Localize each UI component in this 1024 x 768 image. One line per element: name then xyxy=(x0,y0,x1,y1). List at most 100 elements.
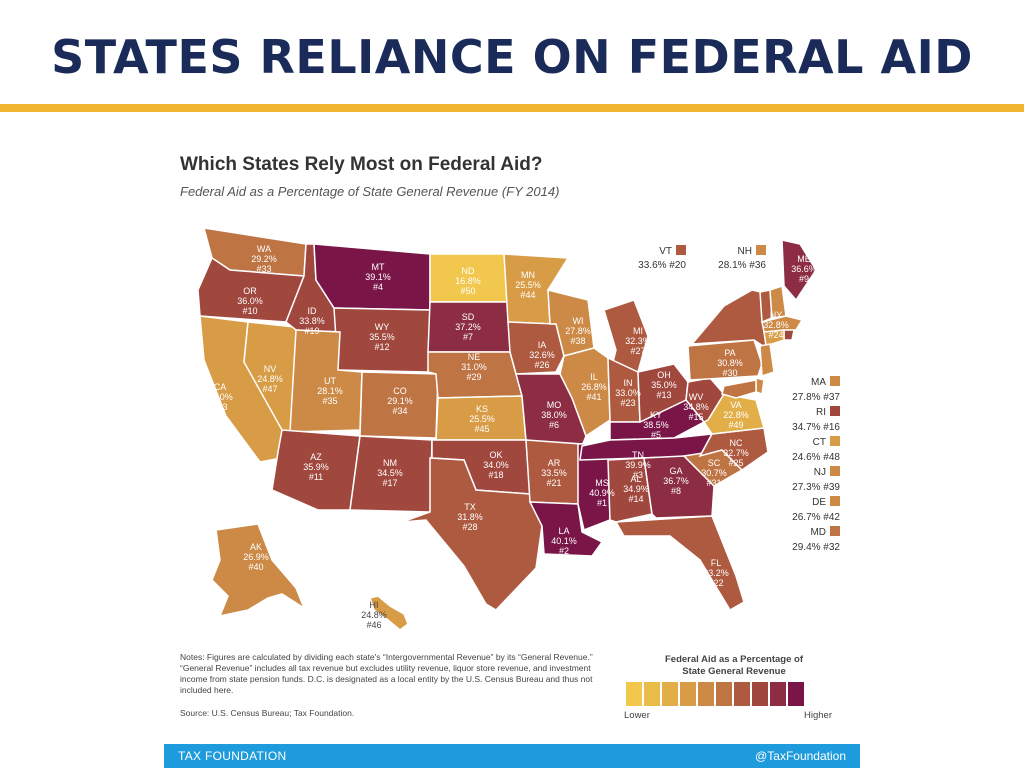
footer-bar: TAX FOUNDATION @TaxFoundation xyxy=(164,744,860,768)
state-label-in-abbr: IN xyxy=(624,378,633,388)
state-label-wa-rank: #33 xyxy=(256,264,271,274)
state-label-mi-value: 32.3% xyxy=(625,336,651,346)
state-label-nm-abbr: NM xyxy=(383,458,397,468)
map-infographic: WA 29.2% #33 OR 36.0% #10 CA 26.0% #43 NV 24.8% #47… xyxy=(164,140,860,740)
state-label-me-abbr: ME xyxy=(797,254,811,264)
state-label-co-rank: #34 xyxy=(392,406,407,416)
callout-ri: RI 34.7% #16 xyxy=(792,406,840,433)
state-label-pa-abbr: PA xyxy=(724,348,735,358)
legend-title-line-2: State General Revenue xyxy=(682,666,786,677)
state-label-la-rank: #2 xyxy=(559,546,569,556)
callout-ma-swatch xyxy=(830,376,840,386)
state-label-ok-abbr: OK xyxy=(489,450,502,460)
state-fl xyxy=(614,515,745,612)
state-label-mn-rank: #44 xyxy=(520,290,535,300)
footer-handle[interactable]: @TaxFoundation xyxy=(755,749,846,763)
state-label-va-rank: #49 xyxy=(728,420,743,430)
callout-vt: VT 33.6% #20 xyxy=(638,245,686,271)
state-label-id-abbr: ID xyxy=(308,306,318,316)
callout-nh-swatch xyxy=(756,245,766,255)
state-label-tx-abbr: TX xyxy=(464,502,476,512)
state-label-ia-value: 32.6% xyxy=(529,350,555,360)
state-label-oh-rank: #13 xyxy=(656,390,671,400)
state-label-ca-value: 26.0% xyxy=(207,392,233,402)
state-label-id-value: 33.8% xyxy=(299,316,325,326)
state-label-mt-rank: #4 xyxy=(373,282,383,292)
state-label-ut-abbr: UT xyxy=(324,376,336,386)
callout-nj-value: 27.3% #39 xyxy=(792,482,840,493)
legend-swatch-5 xyxy=(698,682,714,706)
state-label-az-value: 35.9% xyxy=(303,462,329,472)
state-label-la-abbr: LA xyxy=(558,526,569,536)
state-label-tn-value: 39.9% xyxy=(625,460,651,470)
state-label-nc-value: 32.7% xyxy=(723,448,749,458)
state-label-sc-rank: #31 xyxy=(706,478,721,488)
state-label-ne-rank: #29 xyxy=(466,372,481,382)
state-label-me-rank: #9 xyxy=(799,274,809,284)
state-label-ms-abbr: MS xyxy=(595,478,609,488)
callout-ri-swatch xyxy=(830,406,840,416)
callout-nh-value: 28.1% #36 xyxy=(718,260,766,271)
state-label-ar-rank: #21 xyxy=(546,478,561,488)
state-label-mi-abbr: MI xyxy=(633,326,643,336)
state-label-mo-value: 38.0% xyxy=(541,410,567,420)
state-label-wy-rank: #12 xyxy=(374,342,389,352)
state-ak xyxy=(211,523,306,618)
legend-swatch-10 xyxy=(788,682,804,706)
state-label-ok-value: 34.0% xyxy=(483,460,509,470)
state-label-wi-value: 27.8% xyxy=(565,326,591,336)
legend-swatch-6 xyxy=(716,682,732,706)
state-label-nc-rank: #25 xyxy=(728,458,743,468)
state-label-ny-rank: #24 xyxy=(768,330,783,340)
title-divider xyxy=(0,104,1024,112)
callout-ct-swatch xyxy=(830,436,840,446)
state-label-mn-value: 25.5% xyxy=(515,280,541,290)
state-label-nm-rank: #17 xyxy=(382,478,397,488)
state-label-in-value: 33.0% xyxy=(615,388,641,398)
state-label-hi-value: 24.8% xyxy=(361,610,387,620)
state-label-ga-abbr: GA xyxy=(669,466,682,476)
state-tx xyxy=(401,457,543,611)
state-me xyxy=(781,239,817,302)
state-label-tx-rank: #28 xyxy=(462,522,477,532)
legend-title: Federal Aid as a Percentage of State Gen… xyxy=(626,654,842,678)
callout-ma-value: 27.8% #37 xyxy=(792,392,840,403)
state-label-oh-value: 35.0% xyxy=(651,380,677,390)
state-label-wa-abbr: WA xyxy=(257,244,271,254)
state-label-ms-rank: #1 xyxy=(597,498,607,508)
state-label-al-value: 34.9% xyxy=(623,484,649,494)
state-label-sc-abbr: SC xyxy=(708,458,721,468)
state-label-ut-rank: #35 xyxy=(322,396,337,406)
state-label-fl-rank: #22 xyxy=(708,578,723,588)
state-label-co-abbr: CO xyxy=(393,386,407,396)
state-label-fl-abbr: FL xyxy=(711,558,722,568)
state-label-ak-value: 26.9% xyxy=(243,552,269,562)
state-label-ut-value: 28.1% xyxy=(317,386,343,396)
state-label-ca-abbr: CA xyxy=(214,382,227,392)
state-label-ms-value: 40.9% xyxy=(589,488,615,498)
state-label-nv-value: 24.8% xyxy=(257,374,283,384)
callout-de-abbr: DE xyxy=(812,497,826,508)
callout-md: MD 29.4% #32 xyxy=(792,526,840,553)
legend-swatch-4 xyxy=(680,682,696,706)
chart-subtitle: Federal Aid as a Percentage of State Gen… xyxy=(180,184,560,199)
state-label-or-rank: #10 xyxy=(242,306,257,316)
callout-de: DE 26.7% #42 xyxy=(792,496,840,523)
small-state-callouts: VT 33.6% #20 NH 28.1% #36 MA 27.8% #37 RI 34.7%… xyxy=(638,245,840,553)
legend-lower-label: Lower xyxy=(624,710,650,721)
